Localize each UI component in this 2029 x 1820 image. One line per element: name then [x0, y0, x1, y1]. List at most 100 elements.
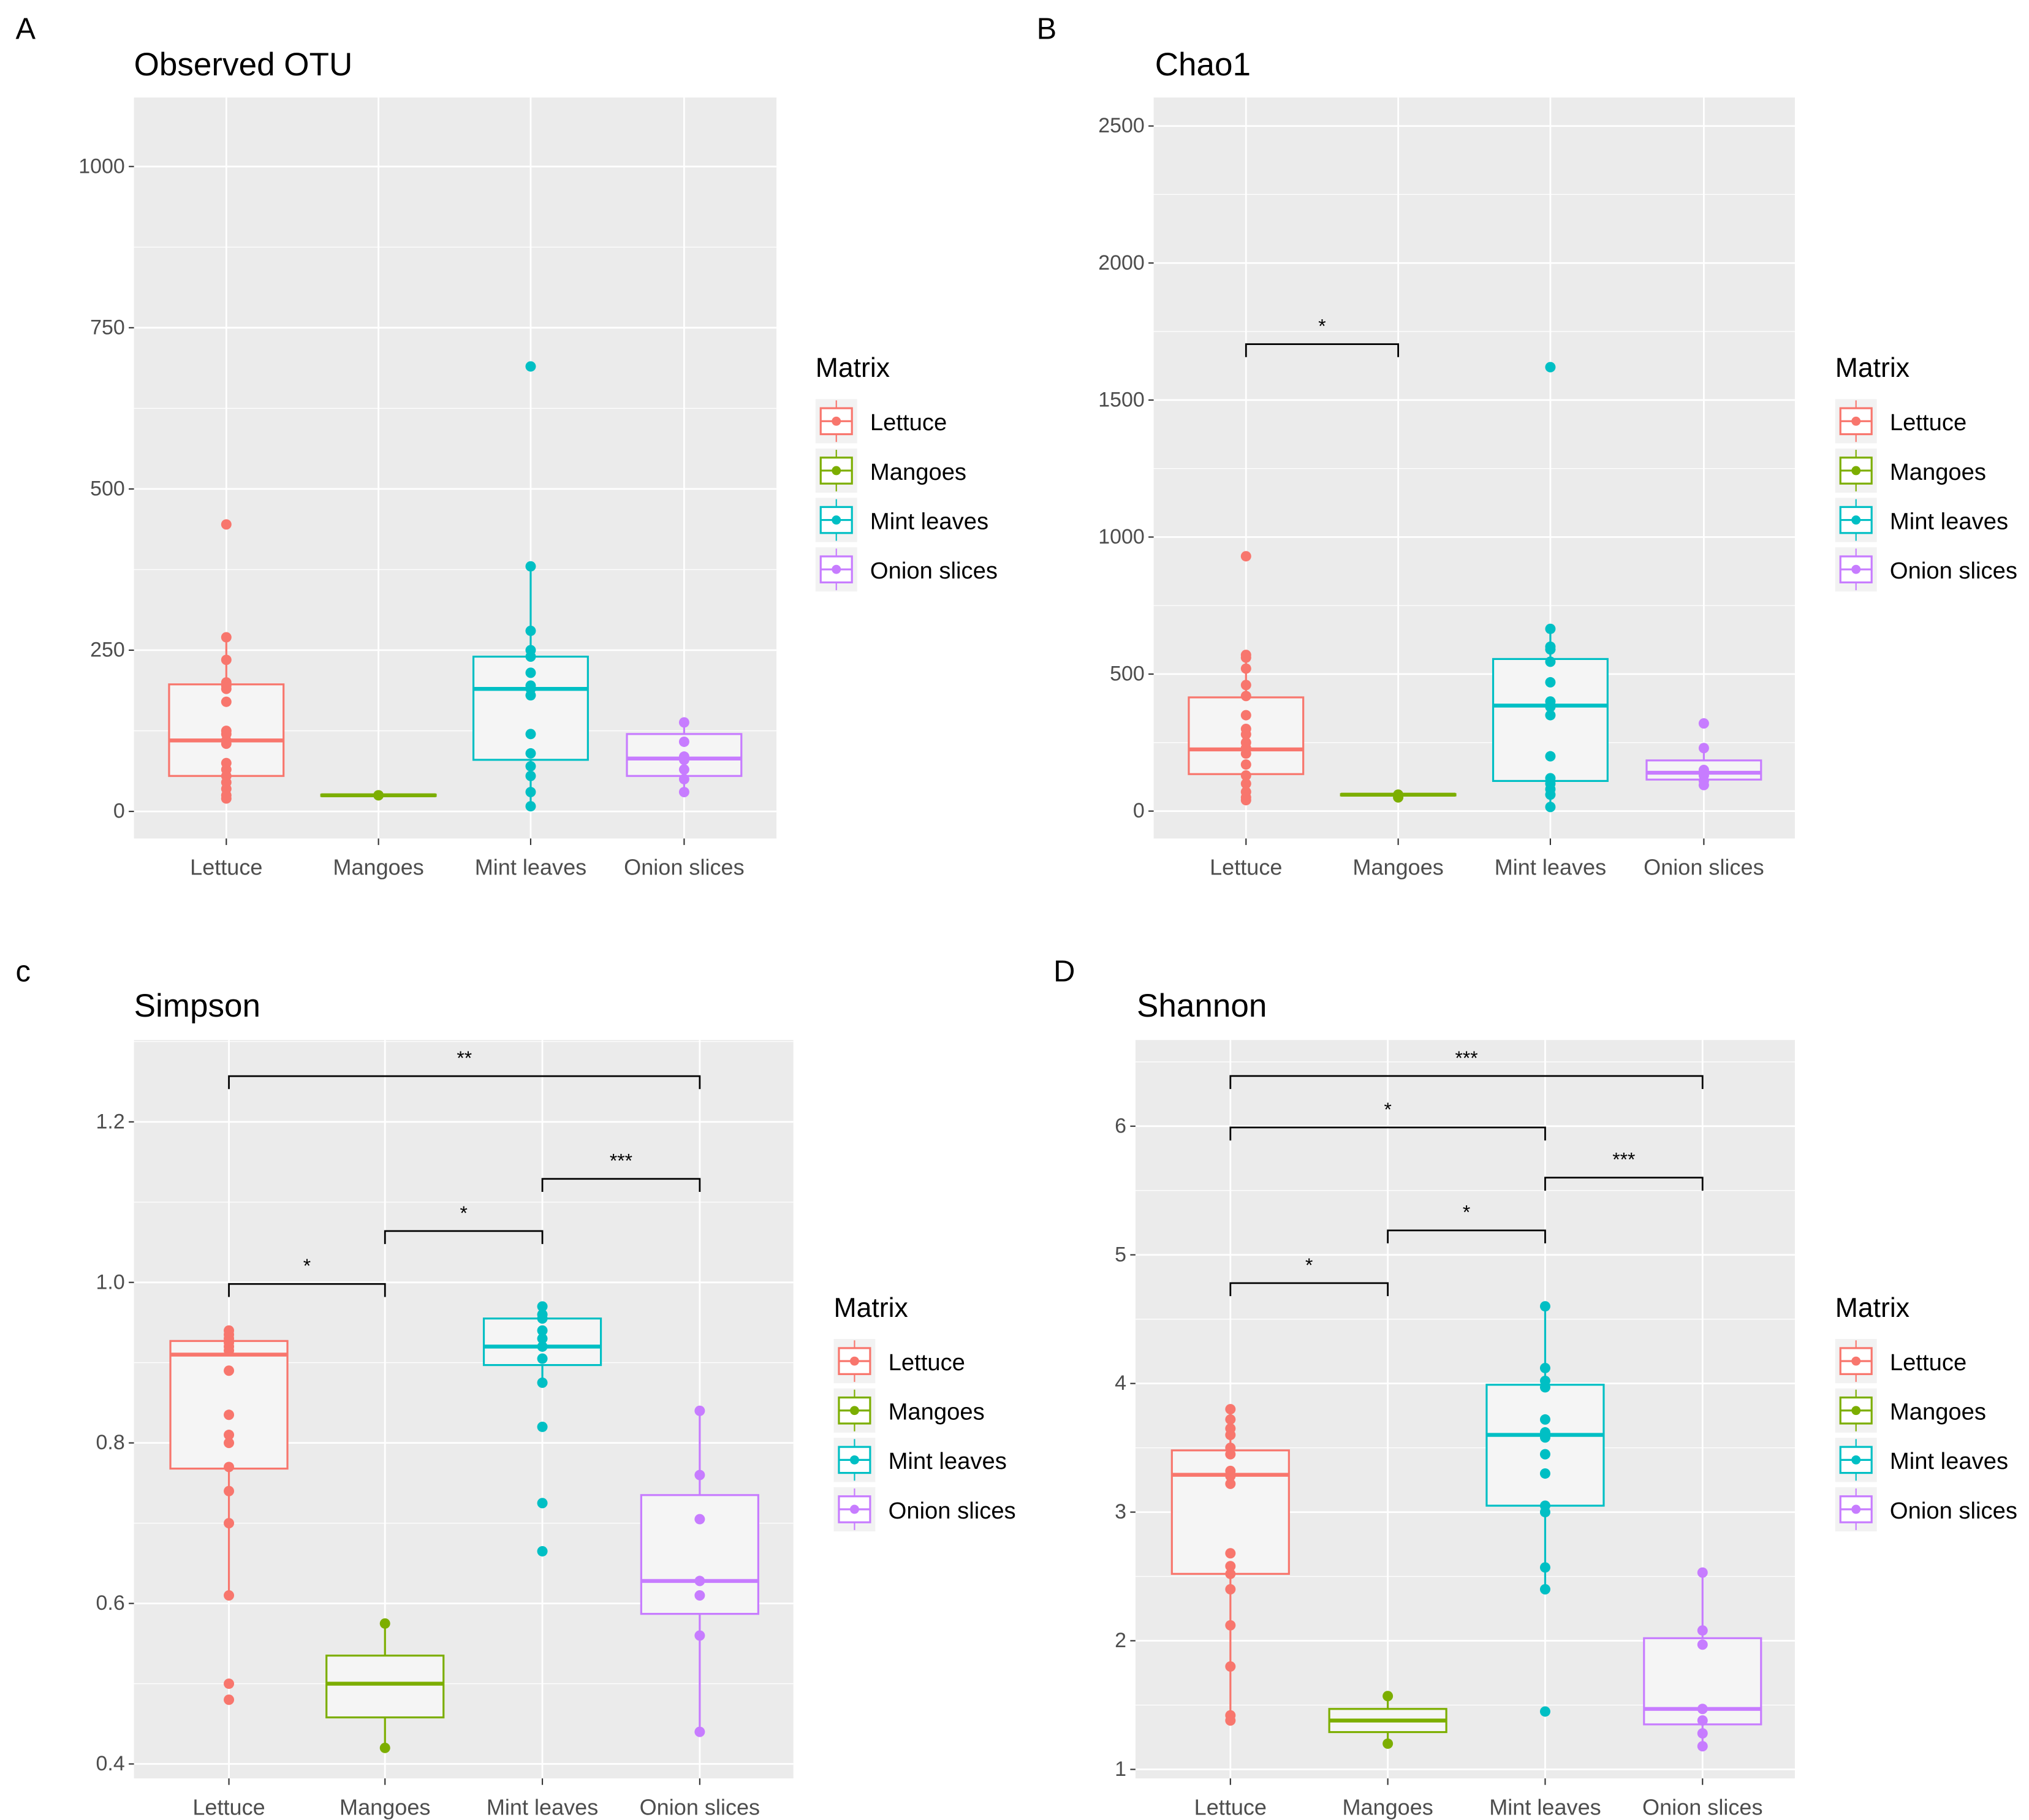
data-point — [221, 683, 232, 694]
legend-key — [1835, 1438, 1877, 1482]
significance-label: ** — [457, 1047, 472, 1069]
significance-bracket — [1387, 1229, 1546, 1244]
panel-label: D — [1053, 955, 1075, 988]
x-tick-label: Mangoes — [1342, 1795, 1433, 1820]
legend-item-label: Mangoes — [870, 459, 966, 485]
data-point — [1225, 1561, 1236, 1572]
x-tick-label: Onion slices — [624, 855, 744, 880]
significance-bracket — [541, 1178, 701, 1192]
y-tick-label: 1000 — [78, 154, 125, 178]
data-point — [1539, 1507, 1550, 1518]
legend-key — [1835, 498, 1877, 542]
x-tick-label: Onion slices — [1644, 855, 1764, 880]
legend-key — [815, 498, 857, 542]
panel-title: Chao1 — [1155, 47, 1251, 83]
data-point — [379, 1742, 390, 1753]
legend: Matrix Lettuce Mangoes Mint leaves Onion sli… — [1835, 353, 2017, 592]
data-point — [1545, 751, 1556, 762]
data-point — [1225, 1430, 1236, 1441]
data-point — [694, 1590, 705, 1601]
data-point — [1240, 795, 1251, 806]
data-point — [694, 1726, 705, 1737]
data-point — [525, 667, 536, 678]
data-point — [1545, 644, 1556, 655]
legend: Matrix Lettuce Mangoes Mint leaves Onion sli… — [815, 353, 998, 592]
data-point — [537, 1325, 548, 1336]
data-point — [1240, 759, 1251, 770]
data-point — [1240, 551, 1251, 562]
legend-title: Matrix — [816, 353, 890, 383]
data-point — [1539, 1706, 1550, 1717]
box-mint-leaves — [1485, 1301, 1605, 1717]
y-tick-label: 1500 — [1098, 388, 1145, 411]
legend-key-dot — [832, 515, 841, 525]
y-tick-label: 0.4 — [96, 1752, 125, 1775]
panel-title: Simpson — [134, 988, 260, 1024]
data-point — [1225, 1414, 1236, 1425]
y-tick-label: 1.0 — [96, 1270, 125, 1294]
legend-key-dot — [1851, 564, 1861, 574]
box-iqr — [169, 1340, 289, 1470]
y-tick-label: 0 — [1133, 799, 1145, 822]
significance-bracket — [1229, 1282, 1389, 1297]
significance-bracket — [1229, 1126, 1546, 1141]
y-tick-label: 500 — [1110, 662, 1145, 686]
data-point — [525, 729, 536, 740]
significance-label: *** — [1455, 1047, 1477, 1069]
box-lettuce — [1188, 551, 1305, 806]
y-tick-label: 1 — [1115, 1757, 1126, 1781]
data-point — [1697, 1625, 1708, 1636]
x-tick-label: Mangoes — [339, 1795, 430, 1820]
x-tick-label: Mangoes — [1352, 855, 1443, 880]
data-point — [224, 1438, 235, 1449]
legend-item-label: Onion slices — [1890, 1498, 2017, 1524]
data-point — [694, 1469, 705, 1481]
legend-key-dot — [1851, 515, 1861, 525]
y-tick-label: 3 — [1115, 1500, 1126, 1523]
legend-key-dot — [850, 1406, 859, 1416]
panel-b: B Chao1 0 500 1000 1500 2000 2500 Lettuce Mangoes… — [1037, 13, 2017, 880]
box-mint-leaves — [482, 1301, 602, 1556]
data-point — [224, 1409, 235, 1420]
data-point — [1225, 1568, 1236, 1579]
box-onion-slices — [1643, 1567, 1762, 1752]
legend-key — [833, 1487, 876, 1532]
data-point — [525, 801, 536, 812]
significance-label: *** — [610, 1150, 632, 1172]
data-point — [537, 1421, 548, 1432]
legend-item-label: Lettuce — [889, 1349, 965, 1376]
data-point — [1697, 1639, 1708, 1650]
x-tick-label: Mint leaves — [487, 1795, 598, 1820]
significance-label: * — [1384, 1098, 1391, 1120]
y-tick-label: 250 — [90, 639, 125, 662]
legend-item-label: Mangoes — [1890, 1399, 1986, 1425]
data-point — [694, 1630, 705, 1641]
data-point — [1240, 691, 1251, 702]
legend-key — [815, 547, 857, 592]
significance-label: *** — [1612, 1148, 1635, 1170]
data-point — [1539, 1449, 1550, 1460]
data-point — [1545, 677, 1556, 688]
legend-key-dot — [832, 466, 841, 476]
legend-key-dot — [1851, 1356, 1861, 1366]
data-point — [1240, 770, 1251, 781]
data-point — [373, 790, 384, 801]
legend-key-dot — [850, 1356, 859, 1366]
data-point — [1539, 1562, 1550, 1573]
data-point — [1545, 623, 1556, 634]
y-tick-label: 0 — [113, 800, 125, 823]
data-point — [224, 1485, 235, 1496]
data-point — [678, 717, 689, 728]
data-point — [1240, 663, 1251, 674]
box-onion-slices — [1645, 718, 1762, 791]
box-mint-leaves — [472, 361, 589, 812]
x-tick-label: Mint leaves — [1489, 1795, 1601, 1820]
data-point — [678, 764, 689, 775]
legend-key — [833, 1438, 876, 1482]
legend-key-dot — [1851, 1406, 1861, 1416]
legend-item-label: Lettuce — [1890, 1349, 1966, 1376]
significance-bracket — [1229, 1075, 1704, 1090]
data-point — [224, 1462, 235, 1473]
data-point — [221, 632, 232, 643]
data-point — [537, 1545, 548, 1556]
